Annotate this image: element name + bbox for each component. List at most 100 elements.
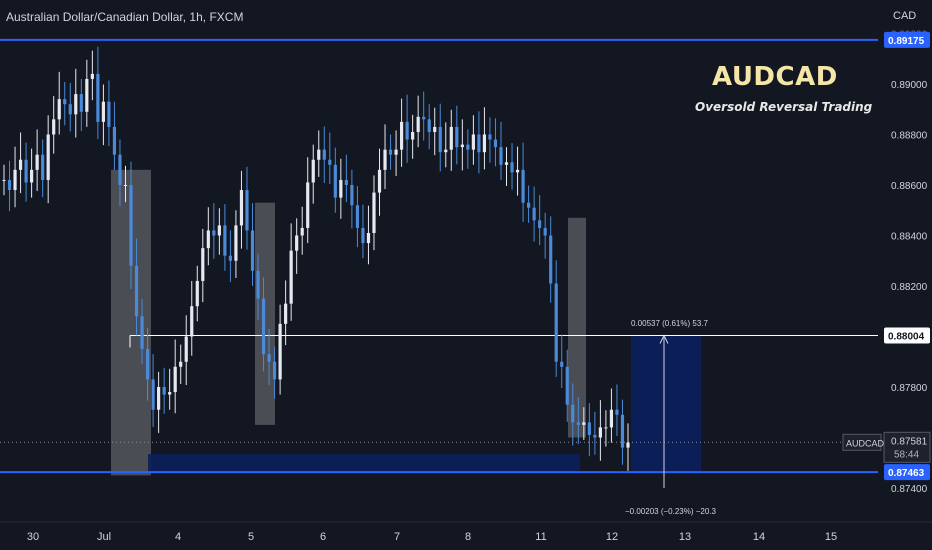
candle-99 — [549, 235, 553, 284]
candle-2 — [13, 169, 17, 191]
x-tick-0: 30 — [27, 531, 39, 543]
candle-86 — [477, 134, 481, 153]
candle-71 — [394, 149, 398, 155]
candle-17 — [96, 73, 100, 122]
candle-65 — [361, 227, 365, 244]
y-tick-5: 0.87800 — [891, 383, 928, 394]
candle-0 — [2, 179, 6, 181]
candle-93 — [515, 169, 520, 173]
position-box — [631, 335, 701, 473]
support-label-text: 0.87463 — [888, 468, 925, 479]
candle-83 — [460, 144, 464, 148]
candle-69 — [383, 149, 387, 170]
candle-46 — [256, 270, 260, 299]
candle-108 — [598, 427, 602, 438]
annotation-title: AUDCAD — [712, 62, 838, 92]
candle-33 — [184, 336, 188, 362]
candle-103 — [571, 404, 575, 423]
candle-43 — [239, 190, 244, 226]
candle-102 — [565, 366, 569, 405]
candle-105 — [582, 422, 586, 425]
candle-49 — [272, 361, 277, 380]
candle-50 — [278, 323, 282, 380]
candle-53 — [295, 235, 299, 251]
y-tick-2: 0.88600 — [891, 181, 928, 192]
measure-arrow-head — [659, 334, 669, 344]
candle-77 — [427, 119, 431, 132]
candle-61 — [339, 179, 343, 198]
candle-64 — [355, 205, 360, 228]
candle-15 — [85, 78, 89, 112]
support-fill — [148, 454, 580, 473]
candle-32 — [179, 361, 183, 367]
candle-59 — [328, 159, 332, 165]
y-tick-3: 0.88400 — [891, 232, 928, 243]
candle-19 — [107, 101, 111, 127]
candle-74 — [411, 131, 415, 140]
candle-47 — [261, 298, 266, 355]
candle-8 — [46, 134, 50, 180]
candle-35 — [195, 280, 199, 307]
candle-30 — [168, 392, 172, 395]
resistance-label-box — [884, 31, 930, 48]
candle-67 — [372, 192, 376, 233]
candle-22 — [123, 185, 128, 186]
candle-56 — [311, 159, 315, 183]
x-tick-1: Jul — [97, 531, 111, 543]
candle-54 — [300, 227, 304, 236]
candle-58 — [322, 149, 326, 160]
symbol-tag-text: AUDCAD — [846, 438, 885, 448]
candle-112 — [620, 414, 625, 448]
candle-75 — [416, 116, 420, 132]
symbol-title: Australian Dollar/Canadian Dollar, 1h, F… — [6, 10, 244, 24]
symbol-tag-box — [842, 433, 882, 451]
candle-3 — [18, 159, 23, 170]
target-label-text: 0.88004 — [888, 331, 925, 342]
candle-78 — [433, 126, 437, 132]
candle-12 — [68, 104, 72, 115]
candle-100 — [554, 283, 558, 362]
candle-70 — [388, 149, 393, 155]
candle-106 — [587, 422, 591, 435]
annotation-subtitle: Oversold Reversal Trading — [695, 100, 873, 114]
candle-101 — [560, 361, 564, 367]
candle-39 — [217, 225, 221, 236]
candle-40 — [223, 225, 227, 256]
candle-13 — [74, 94, 78, 115]
countdown-text: 58:44 — [894, 449, 919, 460]
candle-48 — [267, 354, 271, 362]
current-price-text: 0.87581 — [891, 436, 928, 447]
grey-zone-2 — [568, 217, 586, 438]
loss-label: −0.00203 (−0.23%) −20.3 — [625, 507, 717, 516]
target-label-box — [884, 327, 930, 344]
candle-4 — [24, 159, 28, 183]
candle-79 — [438, 126, 442, 153]
candle-88 — [488, 134, 492, 140]
x-tick-7: 11 — [535, 531, 546, 543]
candle-42 — [234, 225, 238, 261]
candle-14 — [79, 94, 83, 112]
candle-113 — [626, 442, 630, 448]
candle-26 — [145, 349, 150, 380]
candle-84 — [466, 144, 470, 150]
candle-95 — [527, 202, 531, 208]
x-tick-6: 8 — [465, 531, 471, 543]
candle-37 — [206, 230, 210, 249]
candle-27 — [151, 379, 155, 410]
x-tick-2: 4 — [175, 531, 181, 543]
currency-label: CAD — [893, 10, 917, 22]
x-tick-3: 5 — [248, 531, 254, 543]
candle-98 — [543, 227, 547, 236]
candle-82 — [455, 126, 459, 148]
candle-38 — [212, 230, 216, 236]
y-tick-1: 0.88800 — [891, 131, 928, 142]
candle-36 — [201, 248, 205, 281]
candle-28 — [157, 387, 161, 410]
candle-87 — [482, 134, 487, 153]
candle-21 — [118, 154, 122, 185]
candle-109 — [604, 427, 608, 429]
candle-80 — [444, 149, 448, 153]
candle-20 — [112, 126, 117, 155]
x-tick-9: 13 — [679, 531, 691, 543]
